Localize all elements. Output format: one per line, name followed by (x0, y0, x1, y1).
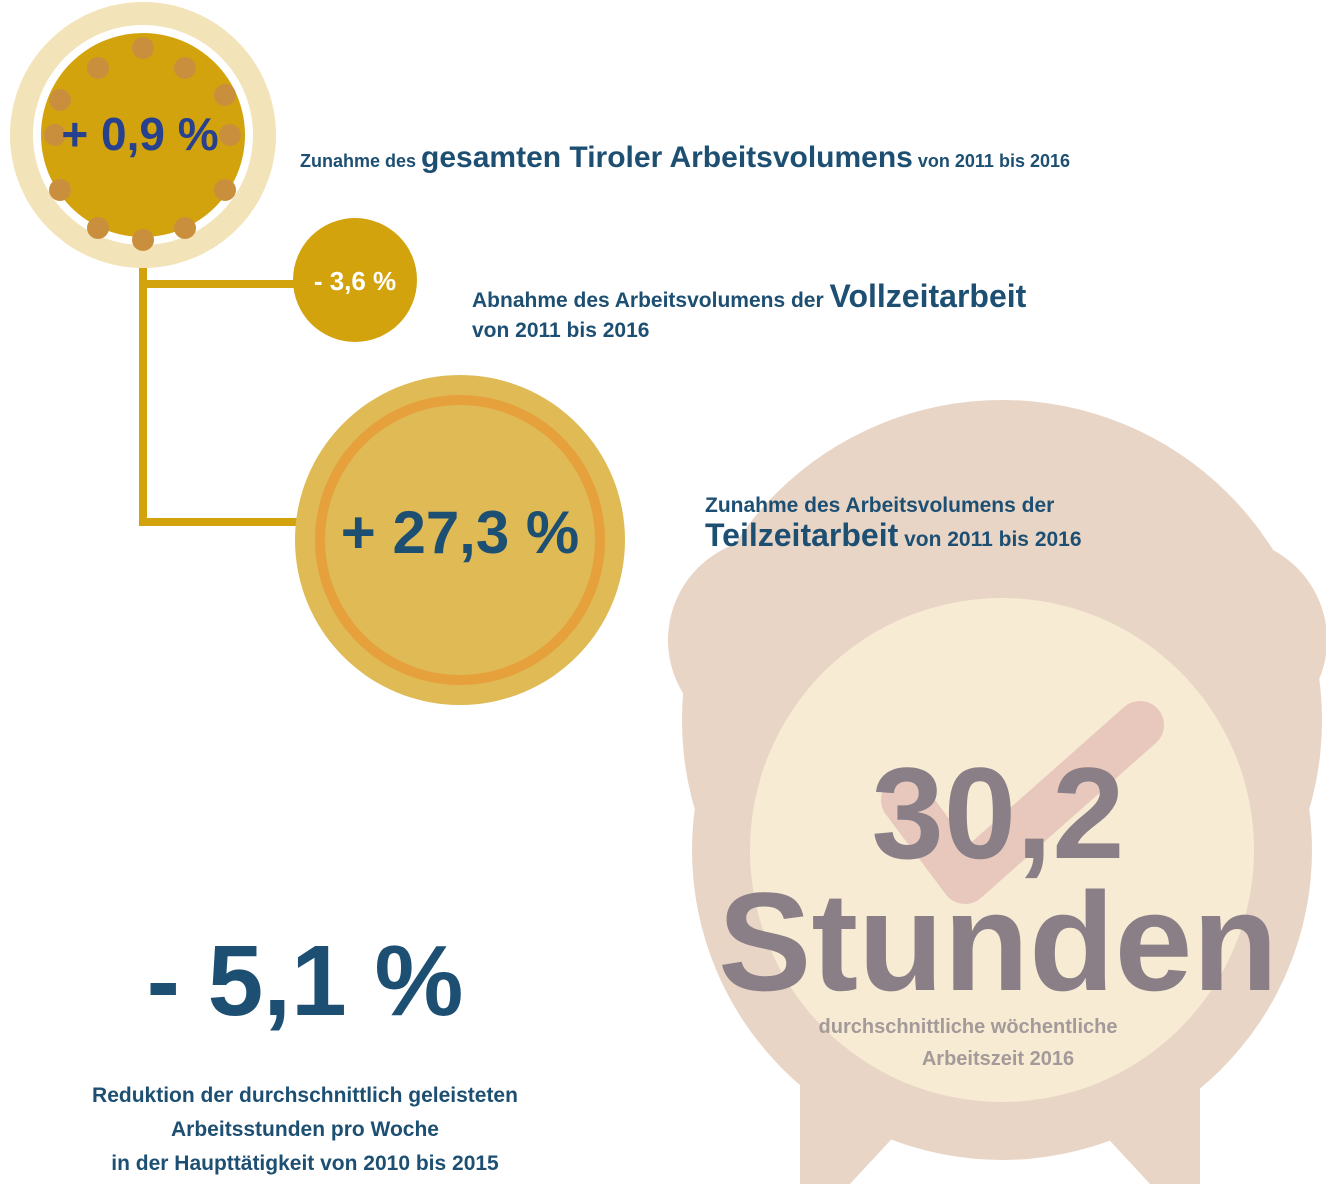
reduction-text: Reduktion der durchschnittlich geleistet… (92, 1084, 518, 1107)
total-text: Zunahme des gesamten Tiroler Arbeitsvolu… (300, 141, 1070, 174)
reduction-value: - 5,1 % (147, 925, 464, 1037)
total-value: + 0,9 % (61, 108, 218, 160)
fulltime-value: - 3,6 % (314, 266, 396, 296)
hours-text-2: Arbeitszeit 2016 (922, 1048, 1074, 1070)
hours-unit: Stunden (718, 863, 1278, 1020)
hours-text: durchschnittliche wöchentliche (819, 1016, 1118, 1038)
reduction-text-2: Arbeitsstunden pro Woche (171, 1118, 439, 1141)
connectors (143, 240, 305, 522)
parttime-value: + 27,3 % (341, 499, 580, 566)
fulltime-text-2: von 2011 bis 2016 (472, 319, 649, 342)
fulltime-text: Abnahme des Arbeitsvolumens der Vollzeit… (472, 278, 1027, 314)
parttime-text: Zunahme des Arbeitsvolumens der (705, 494, 1054, 517)
infographic: + 0,9 % Zunahme des gesamten Tiroler Arb… (0, 0, 1326, 1184)
reduction-text-3: in der Haupttätigkeit von 2010 bis 2015 (111, 1152, 499, 1175)
